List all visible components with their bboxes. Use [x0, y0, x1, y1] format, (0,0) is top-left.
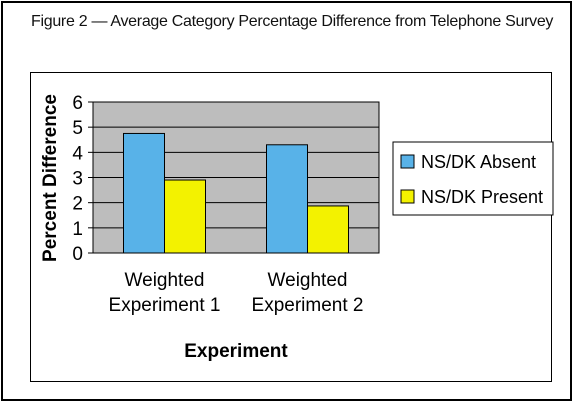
x-tick-label-line: Experiment 2	[252, 295, 364, 316]
x-tick-label-line: Weighted	[268, 270, 348, 291]
legend-swatch	[400, 154, 415, 169]
x-tick-label-line: Experiment 1	[109, 295, 221, 316]
plot-layer: 0 1 2 3 4 5 6 Weighted Experiment 1 Weighted Exper…	[40, 93, 380, 362]
bar-present-1	[164, 179, 206, 254]
x-tick-label-line: Weighted	[125, 270, 205, 291]
y-axis-title: Percent Difference	[40, 94, 61, 262]
x-tick-label: Weighted Experiment 1	[109, 270, 221, 316]
y-tick-label: 1	[72, 219, 83, 240]
bar-present-2	[307, 205, 349, 254]
y-tick-label: 5	[72, 118, 83, 139]
y-tick-label: 6	[72, 93, 83, 114]
x-tick-label: Weighted Experiment 2	[252, 270, 364, 316]
legend-label: NS/DK Present	[421, 187, 543, 207]
x-axis-title: Experiment	[184, 341, 288, 362]
legend: NS/DK Absent NS/DK Present	[392, 141, 554, 216]
bar-absent-1	[123, 132, 165, 254]
y-tick-label: 0	[72, 244, 83, 265]
y-tick-label: 4	[72, 143, 83, 164]
legend-label: NS/DK Absent	[421, 152, 536, 172]
y-tick-label: 2	[72, 194, 83, 215]
y-tick-label: 3	[72, 169, 83, 190]
bar-absent-2	[266, 144, 308, 254]
figure-title: Figure 2 — Average Category Percentage D…	[31, 13, 554, 30]
legend-swatch	[400, 189, 415, 204]
legend-box	[392, 141, 554, 216]
